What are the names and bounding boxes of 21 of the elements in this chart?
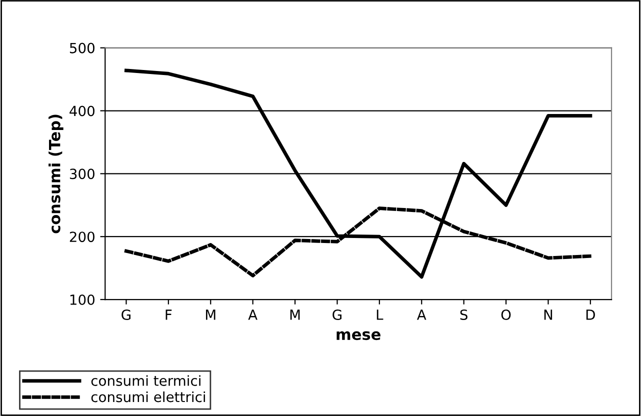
x-tick-label: L [376, 310, 384, 320]
x-tick-label: F [166, 310, 172, 320]
y-tick-label: 500 [70, 42, 94, 54]
x-tick-label: M [290, 310, 300, 320]
y-tick-label: 400 [70, 106, 94, 116]
x-axis-title: mese [336, 331, 380, 340]
x-tick-label: N [544, 310, 552, 320]
legend-label: consumi elettrici [91, 391, 205, 402]
x-tick-label: G [122, 309, 130, 320]
x-tick-label: A [248, 310, 258, 320]
y-axis-title: consumi (Tep) [48, 114, 64, 234]
y-tick-label: 200 [70, 232, 94, 242]
x-tick-label: O [501, 309, 511, 320]
x-tick-label: S [460, 309, 468, 320]
y-tick-label: 300 [70, 168, 94, 180]
y-tick-label: 100 [70, 294, 94, 305]
x-tick-label: M [206, 310, 216, 320]
x-tick-label: D [586, 310, 595, 320]
legend-label: consumi termici [91, 375, 200, 386]
x-tick-label: A [416, 310, 426, 320]
x-tick-label: G [332, 309, 342, 320]
